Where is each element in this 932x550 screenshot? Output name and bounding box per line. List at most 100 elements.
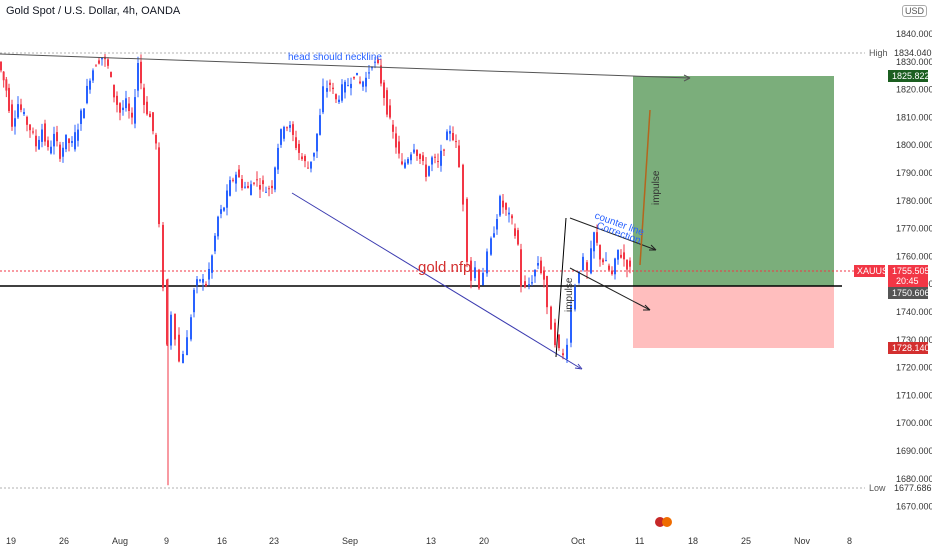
candle-body	[350, 83, 352, 89]
gold-nfp-label: gold nfp	[418, 259, 471, 276]
candle-body	[283, 126, 285, 139]
high-value: 1834.040	[894, 48, 932, 58]
candle-body	[149, 113, 151, 118]
candle-body	[77, 129, 79, 141]
candle-body	[528, 284, 530, 286]
candle-body	[289, 124, 291, 128]
candle-body	[416, 149, 418, 156]
candle-body	[119, 103, 121, 113]
currency-button[interactable]: USD	[902, 5, 928, 17]
candle-body	[223, 207, 225, 211]
candle-body	[599, 245, 601, 260]
candle-body	[614, 258, 616, 275]
candle-body	[626, 259, 628, 270]
candle-body	[482, 272, 484, 286]
candle-body	[170, 314, 172, 346]
candle-body	[368, 72, 370, 74]
candle-body	[178, 334, 180, 362]
current-price-value: 1755.505	[892, 266, 930, 276]
candle-body	[29, 124, 31, 131]
candles-group	[0, 53, 631, 486]
take-profit-value: 1825.822	[892, 71, 930, 81]
candle-body	[398, 141, 400, 154]
candle-body	[554, 322, 556, 346]
candle-body	[517, 230, 519, 245]
candle-body	[329, 82, 331, 85]
candle-body	[71, 141, 73, 143]
candle-body	[611, 270, 613, 275]
symbol-tag-text: XAUUSD	[857, 266, 895, 276]
candle-body	[92, 70, 94, 81]
event-flag-icon-2[interactable]	[662, 517, 672, 527]
candle-body	[486, 251, 488, 274]
candle-body	[605, 260, 607, 262]
candle-body	[452, 133, 454, 141]
candle-body	[158, 147, 160, 225]
candle-body	[558, 334, 560, 349]
neckline	[0, 53, 691, 79]
countdown-value: 20:45	[896, 276, 919, 286]
x-axis[interactable]: 19 26 Aug 9 16 23 Sep 13 20 Oct 11 18 25 Nov 8	[6, 536, 852, 546]
candle-body	[478, 269, 480, 289]
stop-loss-value: 1728.140	[892, 343, 930, 353]
y-tick-label: 1740.000	[896, 307, 932, 317]
candle-body	[395, 133, 397, 148]
candle-body	[458, 145, 460, 168]
candle-body	[407, 159, 409, 164]
candle-body	[620, 254, 622, 258]
candle-body	[520, 249, 522, 287]
candle-body	[250, 184, 252, 196]
x-tick-label: 26	[59, 536, 69, 546]
x-tick-label: 9	[164, 536, 169, 546]
candle-body	[404, 162, 406, 168]
candle-body	[193, 289, 195, 313]
candle-body	[26, 116, 28, 125]
candle-body	[23, 111, 25, 115]
candle-body	[508, 212, 510, 215]
current-price-tag	[888, 265, 928, 287]
candle-body	[440, 150, 442, 166]
candle-body	[196, 279, 198, 286]
y-tick-label: 1700.000	[896, 418, 932, 428]
candle-body	[89, 80, 91, 90]
candle-body	[68, 138, 70, 144]
x-tick-label: Oct	[571, 536, 586, 546]
candle-body	[208, 268, 210, 280]
candle-body	[125, 98, 127, 109]
event-flag-icon-us[interactable]	[655, 517, 665, 527]
y-tick-label: 1760.000	[896, 251, 932, 261]
y-tick-label: 1840.000	[896, 29, 932, 39]
candle-body	[422, 155, 424, 162]
candle-body	[377, 59, 379, 63]
candle-body	[262, 180, 264, 185]
candle-body	[137, 63, 139, 91]
candle-body	[295, 137, 297, 148]
candle-body	[199, 279, 201, 281]
take-profit-tag	[888, 70, 928, 82]
candle-body	[229, 180, 231, 196]
candle-body	[629, 260, 631, 267]
candle-body	[241, 178, 243, 188]
candle-body	[582, 256, 584, 271]
candle-body	[220, 209, 222, 214]
candle-body	[128, 103, 130, 111]
y-tick-label: 1690.000	[896, 446, 932, 456]
candle-body	[143, 87, 145, 105]
candle-body	[8, 87, 10, 111]
candle-body	[455, 141, 457, 143]
candle-body	[531, 282, 533, 284]
candle-body	[122, 107, 124, 111]
candle-body	[155, 134, 157, 144]
impulse-left-label: impulse	[564, 277, 575, 312]
candle-body	[316, 133, 318, 152]
candle-body	[332, 87, 334, 90]
candle-body	[596, 232, 598, 243]
candle-body	[211, 255, 213, 273]
symbol-tag	[854, 265, 885, 277]
x-tick-label: Nov	[794, 536, 811, 546]
candle-body	[586, 262, 588, 271]
candle-body	[496, 218, 498, 230]
candle-body	[313, 152, 315, 157]
candle-body	[543, 270, 545, 280]
